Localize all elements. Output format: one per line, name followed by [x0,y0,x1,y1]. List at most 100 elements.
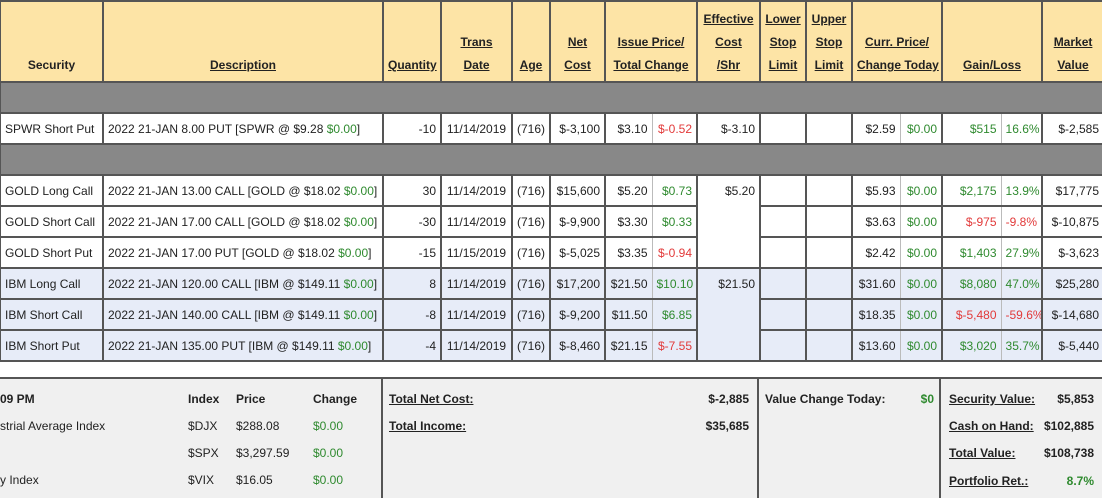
underlying-change: $0.00 [337,338,368,353]
index-symbol: $DJX [188,419,218,433]
net-cost-cell: $17,200 [549,267,606,300]
security-cell[interactable]: SPWR Short Put [0,112,104,145]
header-age[interactable]: Age [511,0,551,83]
position-row[interactable]: IBM Long Call 2022 21-JAN 120.00 CALL [IB… [0,267,1102,362]
quantity-cell: -4 [382,329,442,362]
total-income-label: Total Income: [389,419,467,433]
gain-loss-pct-cell: 16.6% [1000,112,1044,145]
total-net-cost-value: $-2,885 [708,392,749,406]
change-today-cell: $0.00 [899,174,944,207]
description-text: 2022 21-JAN 13.00 CALL [GOLD @ $18.02 [108,183,344,198]
header-quantity[interactable]: Quantity [382,0,442,83]
trans-date-cell: 11/14/2019 [440,329,513,362]
description-tail: ] [373,183,378,198]
quantity-cell: -30 [382,205,442,238]
security-cell[interactable]: IBM Short Put [0,329,104,362]
description-text: 2022 21-JAN 17.00 PUT [GOLD @ $18.02 [108,245,339,260]
lower-stop-cell[interactable] [759,236,807,269]
gain-loss-pct-cell: 27.9% [1000,236,1044,269]
header-market-value[interactable]: Market Value [1041,0,1102,83]
position-row[interactable]: GOLD Short Call 2022 21-JAN 17.00 CALL [G… [0,205,1102,238]
net-cost-cell: $15,600 [549,174,606,207]
market-value-cell: $-10,875 [1041,205,1102,238]
description-tail: ] [373,307,378,322]
gain-loss-cell: $8,080 [941,267,1002,300]
description-cell: 2022 21-JAN 8.00 PUT [SPWR @ $9.28 $0.00… [102,112,384,145]
total-change-cell: $-7.55 [651,329,698,362]
position-row[interactable]: GOLD Short Put 2022 21-JAN 17.00 PUT [GOL… [0,236,1102,269]
market-value-cell: $17,775 [1041,174,1102,207]
description-cell: 2022 21-JAN 120.00 CALL [IBM @ $149.11 $… [102,267,384,300]
gain-loss-pct-cell: 13.9% [1000,174,1044,207]
security-cell[interactable]: GOLD Short Call [0,205,104,238]
upper-stop-cell[interactable] [805,205,853,238]
market-value-cell: $-3,623 [1041,236,1102,269]
net-cost-cell: $-3,100 [549,112,606,145]
change-today-cell: $0.00 [899,205,944,238]
upper-stop-cell[interactable] [805,267,853,300]
gain-loss-pct-cell: -9.8% [1000,205,1044,238]
net-cost-cell: $-9,200 [549,298,606,331]
lower-stop-cell[interactable] [759,329,807,362]
value-change-label: Value Change Today: [765,392,886,406]
lower-stop-cell[interactable] [759,205,807,238]
gain-loss-cell: $2,175 [941,174,1002,207]
issue-price-cell: $21.50 [604,267,653,300]
description-tail: ] [356,121,361,136]
change-today-cell: $0.00 [899,329,944,362]
market-value-cell: $25,280 [1041,267,1102,300]
description-text: 2022 21-JAN 135.00 PUT [IBM @ $149.11 [108,338,338,353]
security-cell[interactable]: IBM Short Call [0,298,104,331]
change-today-cell: $0.00 [899,236,944,269]
header-effective-cost[interactable]: Effective Cost/Shr [696,0,761,83]
lower-stop-cell[interactable] [759,174,807,207]
upper-stop-cell[interactable] [805,236,853,269]
description-cell: 2022 21-JAN 135.00 PUT [IBM @ $149.11 $0… [102,329,384,362]
header-trans-date[interactable]: Trans Date [440,0,513,83]
header-net-cost[interactable]: Net Cost [549,0,606,83]
position-row[interactable]: IBM Short Put 2022 21-JAN 135.00 PUT [IBM… [0,329,1102,362]
index-symbol: $VIX [188,473,215,487]
description-cell: 2022 21-JAN 140.00 CALL [IBM @ $149.11 $… [102,298,384,331]
group-separator [0,81,1102,114]
header-upper-stop[interactable]: Upper Stop Limit [805,0,853,83]
total-income-value: $35,685 [705,419,749,433]
lower-stop-cell[interactable] [759,112,807,145]
effective-cost-cell: $5.20 [696,174,761,269]
current-price-cell: $5.93 [851,174,901,207]
lower-stop-cell[interactable] [759,298,807,331]
underlying-change: $0.00 [343,276,374,291]
change-today-cell: $0.00 [899,112,944,145]
description-tail: ] [373,214,378,229]
index-price: $288.08 [236,419,280,433]
total-net-cost-label: Total Net Cost: [389,392,474,406]
portfolio-values-section: Security Value: $5,853 Cash on Hand: $10… [941,379,1102,498]
upper-stop-cell[interactable] [805,329,853,362]
security-cell[interactable]: IBM Long Call [0,267,104,300]
age-cell: (716) [511,236,551,269]
header-curr-price[interactable]: Curr. Price/Change Today [850,0,944,83]
security-cell[interactable]: GOLD Short Put [0,236,104,269]
current-price-cell: $3.63 [851,205,901,238]
total-value-label: Total Value: [949,446,1016,460]
header-issue-price[interactable]: Issue Price/Total Change [604,0,698,83]
upper-stop-cell[interactable] [805,112,853,145]
header-gain-loss[interactable]: Gain/Loss [941,0,1044,83]
net-cost-cell: $-5,025 [549,236,606,269]
gain-loss-pct-cell: -59.6% [1000,298,1044,331]
trans-date-cell: 11/14/2019 [440,174,513,207]
header-description[interactable]: Description [102,0,384,83]
position-row[interactable]: SPWR Short Put 2022 21-JAN 8.00 PUT [SPWR… [0,112,1102,145]
position-row[interactable]: GOLD Long Call 2022 21-JAN 13.00 CALL [GO… [0,174,1102,269]
security-cell[interactable]: GOLD Long Call [0,174,104,207]
position-row[interactable]: IBM Short Call 2022 21-JAN 140.00 CALL [I… [0,298,1102,331]
lower-stop-cell[interactable] [759,267,807,300]
upper-stop-cell[interactable] [805,298,853,331]
quantity-cell: -10 [382,112,442,145]
header-lower-stop[interactable]: Lower Stop Limit [759,0,807,83]
issue-price-cell: $21.15 [604,329,653,362]
quantity-cell: -15 [382,236,442,269]
upper-stop-cell[interactable] [805,174,853,207]
total-change-cell: $10.10 [651,267,698,300]
gain-loss-cell: $-975 [941,205,1002,238]
